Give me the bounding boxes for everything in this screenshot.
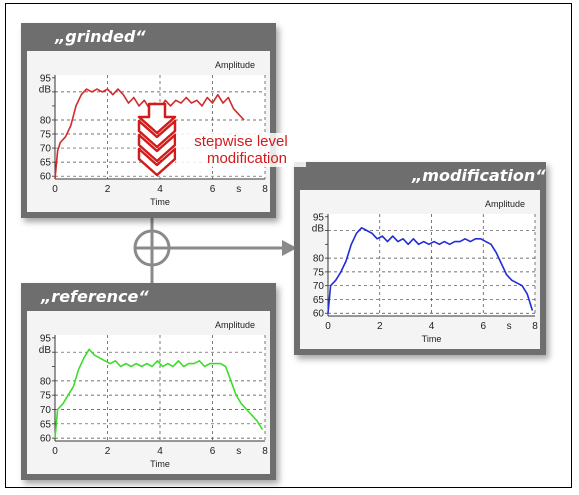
y-tick-label-1: 65 xyxy=(40,419,52,430)
plot-background xyxy=(55,335,265,441)
legend-label: Amplitude xyxy=(215,320,255,330)
x-tick-label-1: 2 xyxy=(377,321,383,332)
panel-modification: „modification“ 60 65 70 75 80 95 dB 0 2 4 6 8 s Time A… xyxy=(294,162,546,355)
y-tick-label-4: 80 xyxy=(40,115,52,126)
x-axis-title: Time xyxy=(422,334,442,344)
stepwise-annotation-line2: modification xyxy=(206,150,288,167)
series-line xyxy=(327,226,534,314)
y-unit-label: dB xyxy=(39,345,52,356)
y-tick-label-2: 70 xyxy=(40,144,52,155)
y-tick-label-1: 65 xyxy=(40,158,52,169)
x-tick-label-3: 6 xyxy=(210,184,216,195)
y-unit-label: dB xyxy=(39,85,52,96)
legend-label: Amplitude xyxy=(215,60,255,70)
panel-grinded: „grinded“ 60 65 70 75 80 95 dB 0 2 4 6 8 s Time Amplit… xyxy=(21,23,276,218)
x-tick-label-4: 8 xyxy=(262,446,268,457)
y-tick-label-2: 70 xyxy=(313,281,325,292)
y-tick-label-7: 95 xyxy=(40,73,52,84)
y-tick-label-3: 75 xyxy=(40,130,52,141)
x-tick-label-1: 2 xyxy=(105,184,111,195)
x-tick-label-4: 8 xyxy=(532,321,538,332)
x-tick-label-1: 2 xyxy=(105,446,111,457)
stepwise-annotation: stepwise level modification xyxy=(176,133,306,167)
x-tick-label-3: 6 xyxy=(210,446,216,457)
x-tick-label-2: 4 xyxy=(429,321,435,332)
x-unit-label: s xyxy=(236,446,241,457)
x-unit-label: s xyxy=(507,321,512,332)
y-tick-label-1: 65 xyxy=(313,295,325,306)
x-axis-title: Time xyxy=(150,197,170,207)
panel-grinded-title: „grinded“ xyxy=(55,27,146,46)
y-tick-label-0: 60 xyxy=(40,434,52,445)
series-line xyxy=(54,348,264,439)
y-tick-label-4: 80 xyxy=(40,376,52,387)
y-tick-label-3: 75 xyxy=(40,391,52,402)
stepwise-annotation-line1: stepwise level xyxy=(194,133,288,150)
panel-reference-plot-area: 60 65 70 75 80 95 dB 0 2 4 6 8 s Time Amplitude xyxy=(27,311,270,474)
y-unit-label: dB xyxy=(312,223,325,234)
panel-modification-plot-area: 60 65 70 75 80 95 dB 0 2 4 6 8 s Time Amplitude xyxy=(300,190,540,349)
y-tick-label-7: 95 xyxy=(313,212,325,223)
panel-modification-title: „modification“ xyxy=(412,166,546,185)
y-tick-label-2: 70 xyxy=(40,405,52,416)
panel-reference-title: „reference“ xyxy=(41,287,149,306)
x-tick-label-0: 0 xyxy=(52,184,58,195)
panel-grinded-plot-area: 60 65 70 75 80 95 dB 0 2 4 6 8 s Time Amplitude xyxy=(27,51,270,212)
y-tick-label-3: 75 xyxy=(313,267,325,278)
x-tick-label-3: 6 xyxy=(480,321,486,332)
x-unit-label: s xyxy=(236,184,241,195)
y-tick-label-0: 60 xyxy=(40,172,52,183)
x-tick-label-0: 0 xyxy=(52,446,58,457)
y-tick-label-4: 80 xyxy=(313,254,325,265)
panel-reference: „reference“ 60 65 70 75 80 95 dB 0 2 4 6 8 s Time Ampl… xyxy=(21,283,276,480)
x-tick-label-2: 4 xyxy=(157,184,163,195)
arrowhead-to-modification xyxy=(282,240,297,256)
y-tick-label-7: 95 xyxy=(40,333,52,344)
x-axis-title: Time xyxy=(150,459,170,469)
x-tick-label-2: 4 xyxy=(157,446,163,457)
x-tick-label-0: 0 xyxy=(325,321,331,332)
legend-label: Amplitude xyxy=(485,199,525,209)
y-tick-label-0: 60 xyxy=(313,309,325,320)
figure-border xyxy=(5,3,572,488)
x-tick-label-4: 8 xyxy=(262,184,268,195)
